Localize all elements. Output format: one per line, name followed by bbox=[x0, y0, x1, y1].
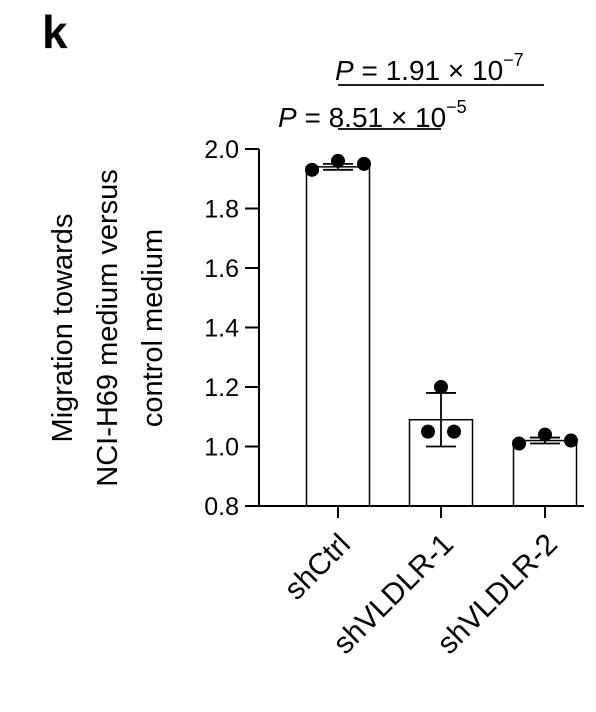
data-point bbox=[357, 156, 371, 171]
y-axis-title-line-2: NCI-H69 medium versus bbox=[92, 169, 124, 486]
y-tick-label: 2.0 bbox=[204, 136, 239, 164]
y-axis-title: Migration towards NCI-H69 medium versus … bbox=[47, 169, 169, 486]
data-point bbox=[331, 153, 345, 168]
p-value-label: P = 8.51 × 10−5 bbox=[278, 97, 467, 133]
p-exponent: −5 bbox=[446, 97, 467, 117]
bars bbox=[305, 166, 578, 507]
p-mantissa: = 8.51 × 10 bbox=[297, 102, 446, 133]
y-tick-label: 0.8 bbox=[204, 493, 239, 521]
data-point bbox=[447, 424, 461, 439]
y-tick-label: 1.2 bbox=[204, 374, 239, 402]
data-point bbox=[434, 380, 448, 394]
y-axis-title-line-3: control medium bbox=[137, 229, 169, 427]
bar-shCtrl bbox=[305, 166, 371, 507]
panel-label: k bbox=[42, 6, 68, 58]
y-axis-title-line-1: Migration towards bbox=[47, 214, 79, 443]
y-tick-label: 1.6 bbox=[204, 255, 239, 283]
y-tick-label: 1.8 bbox=[204, 196, 239, 224]
p-mantissa: = 1.91 × 10 bbox=[354, 55, 503, 86]
bar-shVLDLR-2 bbox=[512, 439, 578, 507]
p-symbol: P bbox=[278, 102, 297, 133]
y-tick-label: 1.0 bbox=[204, 434, 239, 462]
y-tick-label: 1.4 bbox=[204, 315, 239, 343]
p-value-label: P = 1.91 × 10−7 bbox=[335, 50, 524, 86]
x-category-label: shCtrl bbox=[278, 528, 357, 607]
data-point bbox=[512, 436, 526, 451]
data-point bbox=[305, 162, 319, 177]
y-axis: 0.8 1.0 1.2 1.4 1.6 1.8 2.0 bbox=[204, 136, 260, 521]
data-points bbox=[305, 153, 578, 451]
data-point bbox=[564, 433, 578, 448]
data-point bbox=[421, 424, 435, 439]
data-point bbox=[538, 427, 552, 442]
p-exponent: −7 bbox=[503, 50, 524, 70]
p-symbol: P bbox=[335, 55, 354, 86]
significance-annotations: P = 8.51 × 10−5P = 1.91 × 10−7 bbox=[278, 50, 544, 133]
